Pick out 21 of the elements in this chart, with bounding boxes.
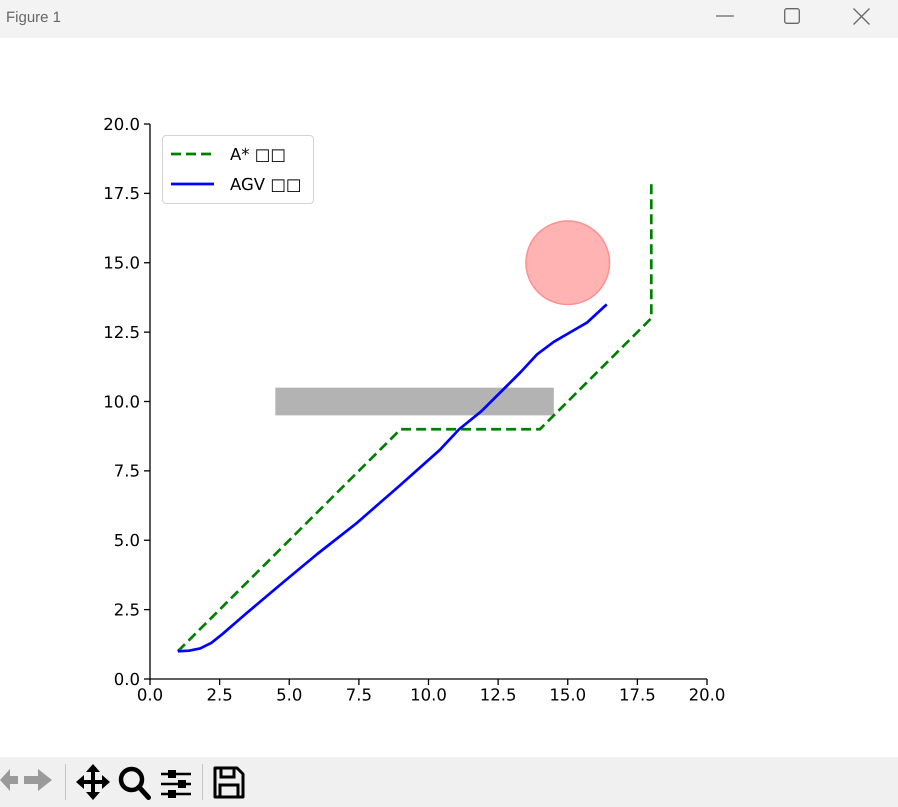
- x-tick-label: 10.0: [410, 686, 447, 705]
- y-tick-label: 10.0: [103, 392, 140, 412]
- x-tick-label: 7.5: [346, 686, 372, 705]
- y-tick-label: 12.5: [103, 322, 140, 342]
- x-tick-label: 12.5: [480, 686, 516, 705]
- y-tick-label: 7.5: [114, 462, 140, 481]
- x-tick-label: 20.0: [688, 686, 726, 705]
- legend-label: AGV □□: [230, 174, 302, 194]
- x-tick-label: 15.0: [549, 686, 586, 705]
- title-bar: Figure 1: [0, 0, 898, 38]
- line-series: [176, 303, 608, 653]
- y-tick-label: 15.0: [103, 254, 140, 273]
- y-tick-label: 2.5: [114, 600, 140, 620]
- y-tick-label: 20.0: [103, 114, 140, 134]
- y-tick-label: 5.0: [114, 531, 140, 550]
- chart-title: Figure 1: [6, 9, 62, 26]
- y-tick-label: 17.5: [103, 184, 140, 204]
- x-tick-label: 5.0: [276, 686, 302, 705]
- x-tick-label: 17.5: [619, 686, 656, 705]
- x-tick-label: 2.5: [206, 686, 233, 705]
- legend-label: A* □□: [230, 144, 286, 164]
